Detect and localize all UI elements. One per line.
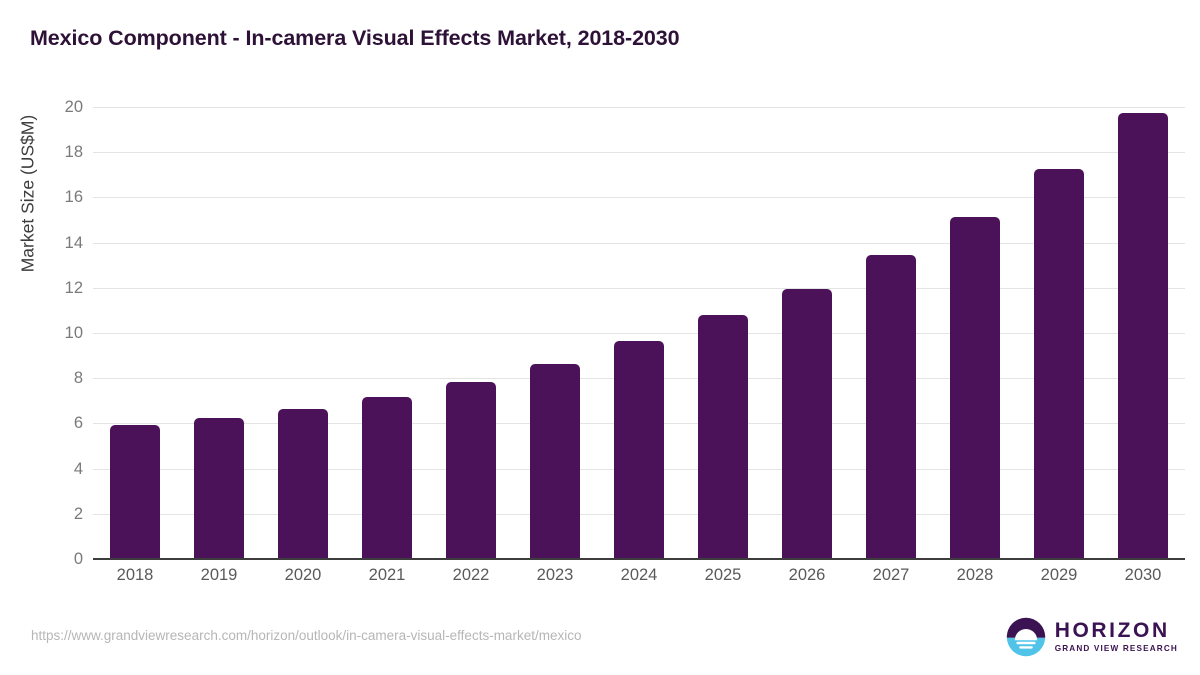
y-axis-tick-label: 12 bbox=[64, 278, 83, 297]
bar-group bbox=[110, 107, 160, 559]
bar[interactable] bbox=[110, 424, 160, 559]
bar-group bbox=[1034, 107, 1084, 559]
bar[interactable] bbox=[782, 288, 832, 559]
y-axis-tick-label: 8 bbox=[73, 368, 83, 387]
y-axis-tick-label: 16 bbox=[64, 188, 83, 207]
plot-area bbox=[93, 107, 1185, 560]
bar[interactable] bbox=[698, 314, 748, 559]
bar-group bbox=[1118, 107, 1168, 559]
bar-group bbox=[362, 107, 412, 559]
x-axis-tick-label: 2020 bbox=[284, 566, 322, 584]
y-axis-tick-label: 2 bbox=[73, 504, 83, 523]
y-axis-tick-label: 18 bbox=[64, 142, 83, 161]
bar-group bbox=[194, 107, 244, 559]
bar-group bbox=[278, 107, 328, 559]
source-url[interactable]: https://www.grandviewresearch.com/horizo… bbox=[31, 628, 582, 643]
x-axis-baseline bbox=[93, 558, 1185, 560]
y-axis-tick-label: 10 bbox=[64, 323, 83, 342]
bar-group bbox=[614, 107, 664, 559]
bar[interactable] bbox=[1034, 169, 1084, 559]
page-title: Mexico Component - In-camera Visual Effe… bbox=[30, 26, 680, 50]
x-axis-tick-label: 2018 bbox=[116, 566, 154, 584]
y-axis-tick-label: 4 bbox=[73, 459, 83, 478]
x-axis-tick-label: 2022 bbox=[452, 566, 490, 584]
x-axis-tick-label: 2030 bbox=[1124, 566, 1162, 584]
y-axis-tick-label: 6 bbox=[73, 414, 83, 433]
x-axis-tick-label: 2023 bbox=[536, 566, 574, 584]
x-axis-tick-labels: 2018 2019 2020 2021 2022 2023 2024 2025 2026 2027… bbox=[93, 566, 1185, 594]
horizon-sunrise-icon bbox=[1006, 617, 1045, 657]
y-axis-tick-label: 0 bbox=[73, 549, 83, 568]
bar[interactable] bbox=[614, 340, 664, 559]
x-axis-tick-label: 2027 bbox=[872, 566, 910, 584]
logo-tagline: GRAND VIEW RESEARCH bbox=[1054, 644, 1178, 654]
x-axis-tick-label: 2025 bbox=[704, 566, 742, 584]
x-axis-tick-label: 2021 bbox=[368, 566, 406, 584]
horizon-logo[interactable]: HORIZON GRAND VIEW RESEARCH bbox=[1006, 617, 1178, 657]
bar[interactable] bbox=[362, 397, 412, 559]
y-axis-tick-labels: 0 2 4 6 8 10 12 14 16 18 20 bbox=[0, 99, 83, 567]
x-axis-tick-label: 2024 bbox=[620, 566, 658, 584]
bar[interactable] bbox=[194, 417, 244, 559]
bar-group bbox=[530, 107, 580, 559]
x-axis-tick-label: 2019 bbox=[200, 566, 238, 584]
bar-group bbox=[782, 107, 832, 559]
bar[interactable] bbox=[950, 216, 1000, 559]
bar-group bbox=[698, 107, 748, 559]
bar[interactable] bbox=[1118, 112, 1168, 559]
bar[interactable] bbox=[530, 363, 580, 559]
logo-text: HORIZON GRAND VIEW RESEARCH bbox=[1055, 620, 1178, 653]
bar[interactable] bbox=[446, 381, 496, 559]
bar-group bbox=[950, 107, 1000, 559]
bar-group bbox=[446, 107, 496, 559]
bar-group bbox=[866, 107, 916, 559]
bars-layer bbox=[93, 107, 1185, 559]
x-axis-tick-label: 2026 bbox=[788, 566, 826, 584]
logo-wordmark: HORIZON bbox=[1054, 619, 1170, 643]
x-axis-tick-label: 2029 bbox=[1040, 566, 1078, 584]
bar[interactable] bbox=[278, 408, 328, 559]
bar[interactable] bbox=[866, 255, 916, 559]
y-axis-tick-label: 20 bbox=[64, 97, 83, 116]
x-axis-tick-label: 2028 bbox=[956, 566, 994, 584]
y-axis-tick-label: 14 bbox=[64, 233, 83, 252]
